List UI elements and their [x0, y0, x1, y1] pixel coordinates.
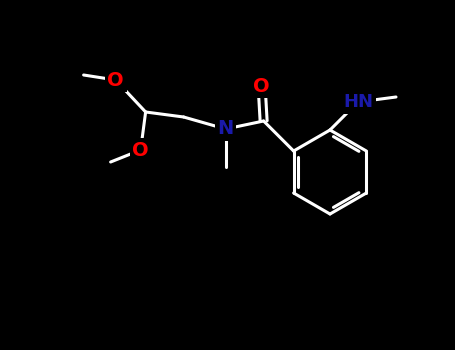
- Text: N: N: [217, 119, 234, 139]
- Text: O: O: [107, 70, 124, 90]
- Text: O: O: [132, 140, 149, 160]
- Text: HN: HN: [343, 93, 373, 111]
- Text: O: O: [253, 77, 270, 96]
